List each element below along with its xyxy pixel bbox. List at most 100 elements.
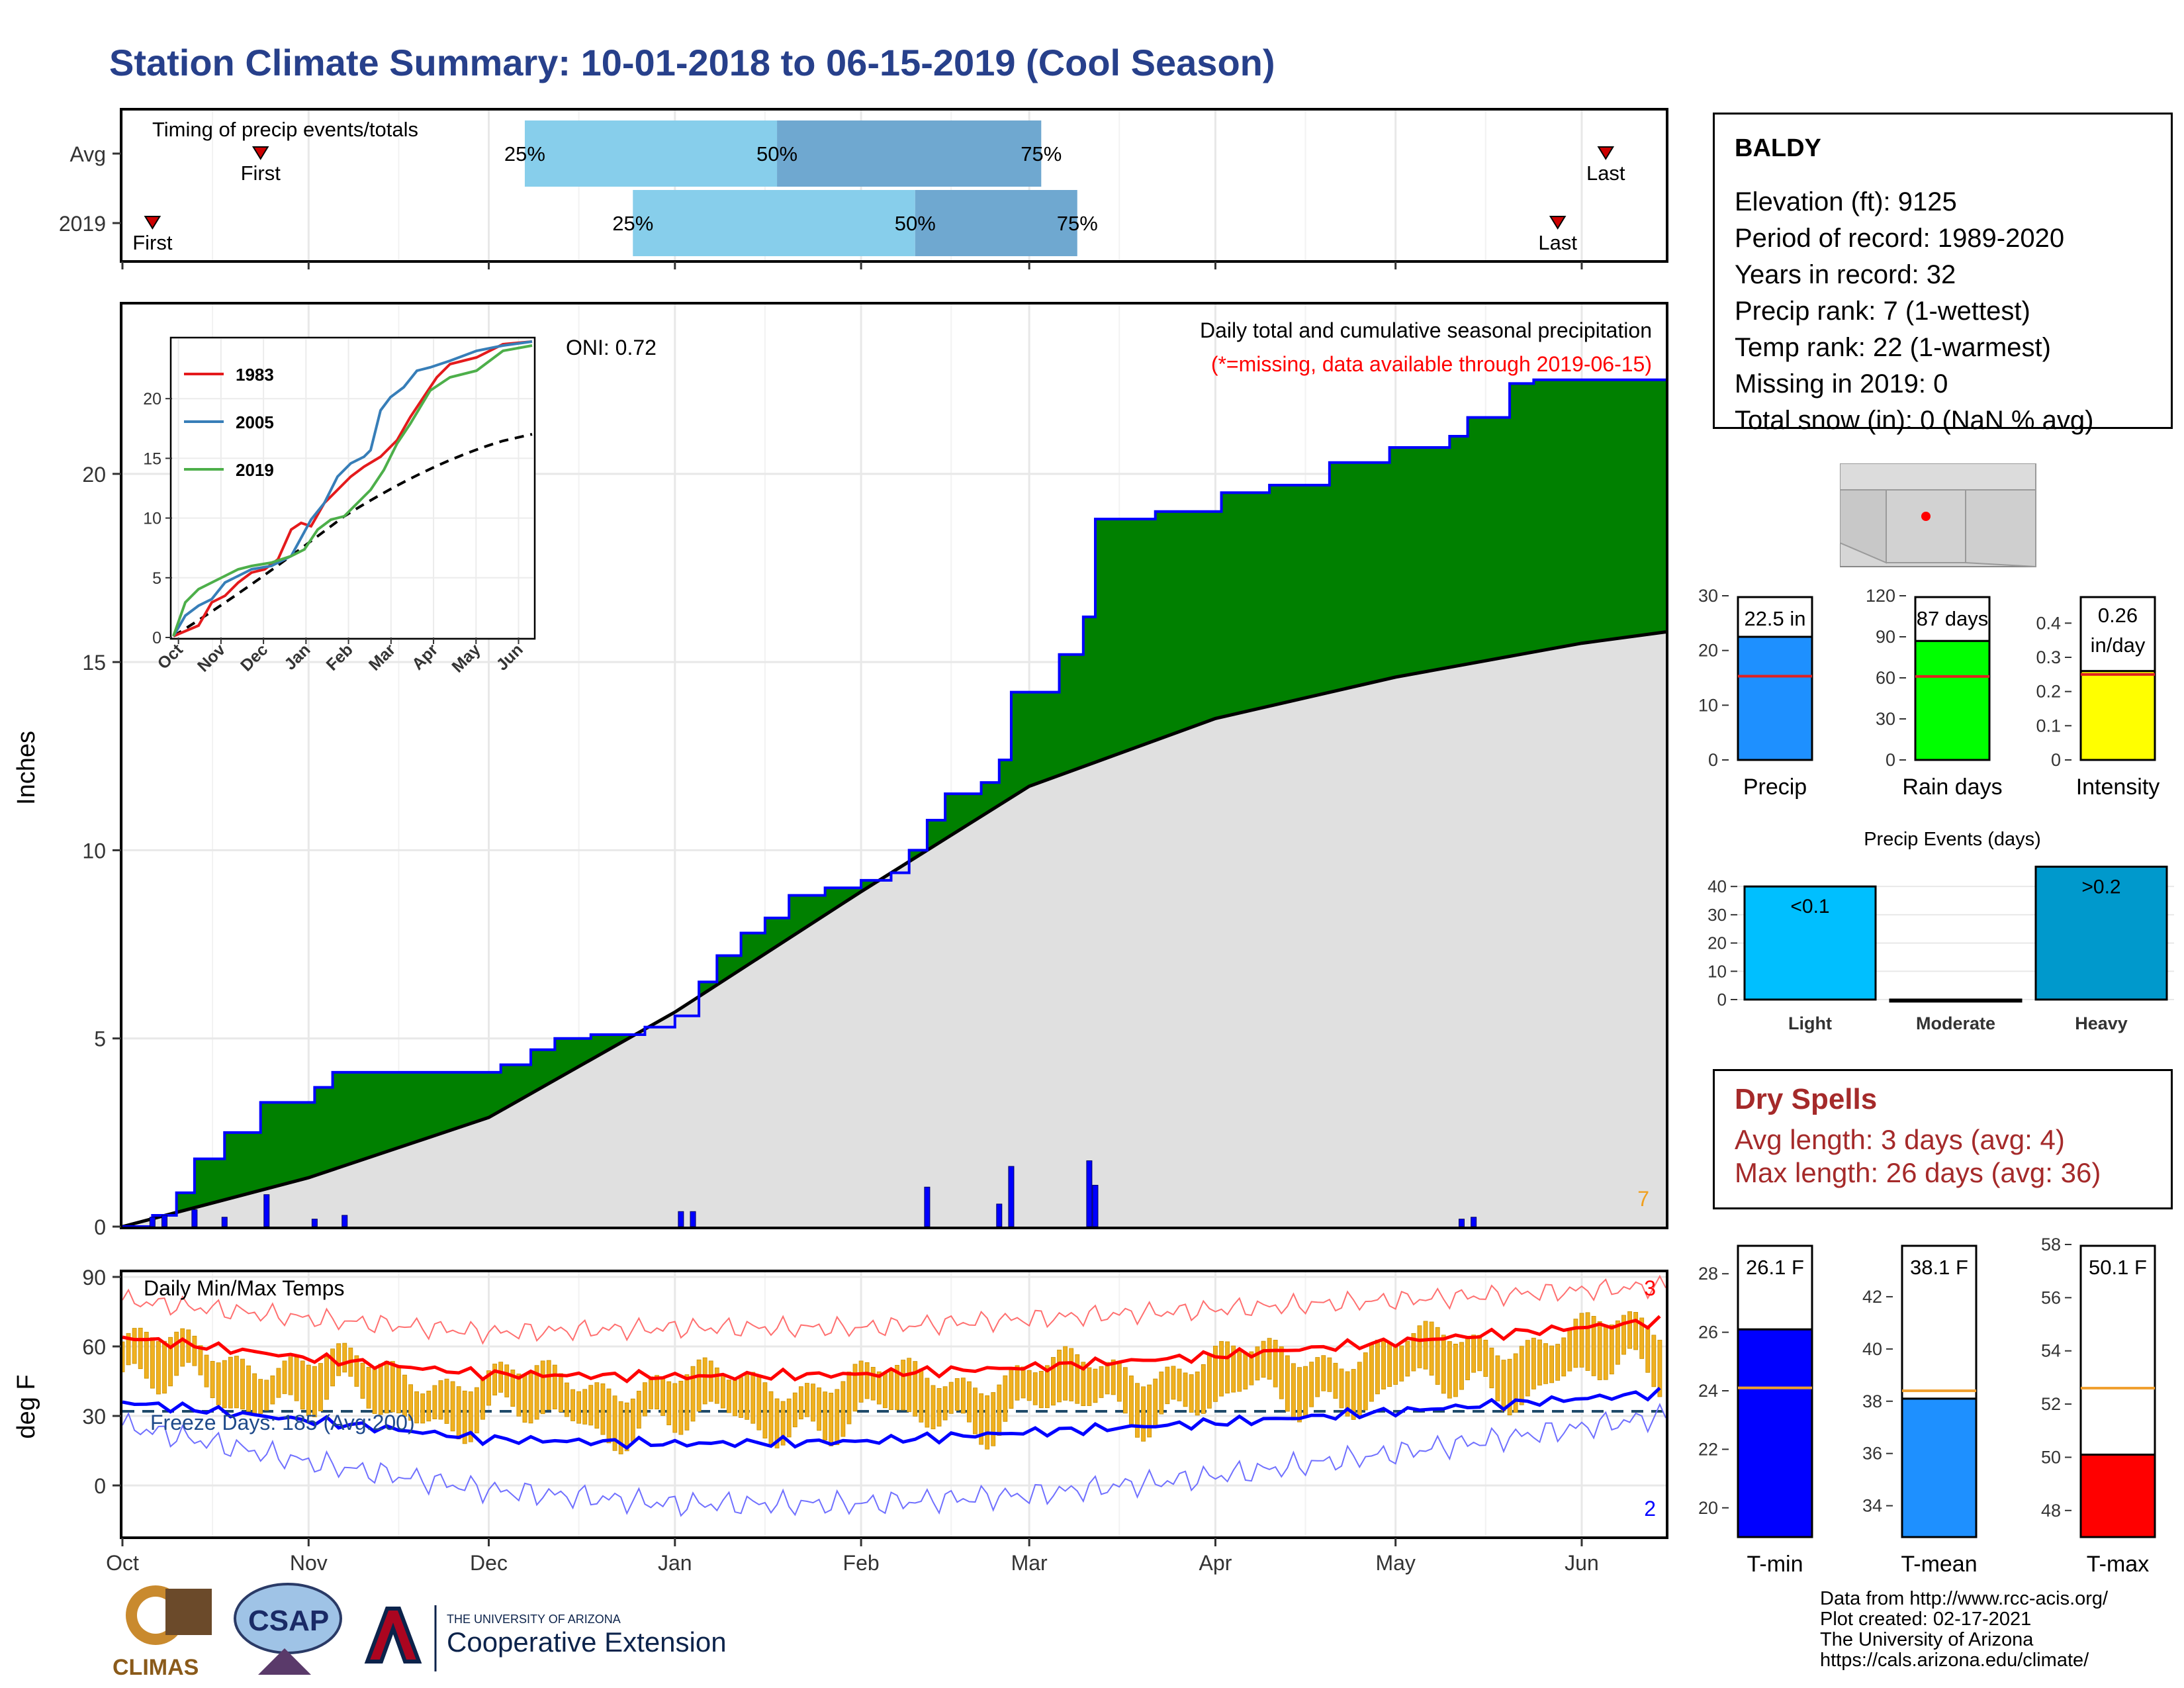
daily-temp-bar	[1537, 1339, 1542, 1385]
temp-min-y-tick-label: 26	[1698, 1323, 1718, 1342]
daily-temp-bar	[1075, 1354, 1080, 1404]
temp-x-tick-label: Feb	[843, 1551, 880, 1575]
temp-x-tick-label: Jan	[658, 1551, 692, 1575]
daily-temp-bar	[985, 1395, 990, 1450]
season-temps-chart: 20 22 24 26 28 26.1 F T-min 34 36 38 40 42 38.1 F T-m…	[1698, 1235, 2156, 1577]
daily-temp-bar	[600, 1383, 606, 1435]
daily-temp-bar	[1267, 1338, 1272, 1380]
daily-temp-bar	[1591, 1315, 1596, 1376]
inset-legend: 1983 2005 2019	[184, 365, 274, 480]
daily-temp-bar	[246, 1365, 251, 1412]
daily-temp-bar	[702, 1357, 707, 1405]
daily-temp-bar	[1507, 1358, 1512, 1416]
daily-temp-bar	[1489, 1347, 1494, 1389]
daily-temp-bar	[823, 1391, 828, 1441]
daily-temp-bar	[1255, 1346, 1260, 1381]
precip-total-value-label: 22.5 in	[1744, 607, 1805, 630]
daily-temp-bar	[450, 1381, 455, 1432]
daily-temp-bar	[1261, 1340, 1266, 1378]
temp-mean-y-tick-label: 36	[1862, 1444, 1882, 1464]
daily-temp-bar	[1585, 1312, 1590, 1371]
daily-temp-bar	[1339, 1368, 1344, 1409]
daily-temp-bar	[895, 1364, 899, 1411]
daily-temp-bar	[1615, 1320, 1620, 1365]
daily-temp-bar	[1297, 1367, 1302, 1423]
daily-temp-bar	[198, 1345, 203, 1376]
daily-temp-bar	[684, 1374, 690, 1430]
daily-temp-bar	[1015, 1365, 1020, 1401]
temp-mean-value-label: 38.1 F	[1910, 1256, 1968, 1279]
events-y-tick-label: 20	[1707, 933, 1727, 953]
daily-temp-bar	[1105, 1362, 1110, 1395]
precip-event-bar-label: <0.1	[1790, 896, 1829, 917]
temp-max-y-tick-label: 50	[2041, 1447, 2061, 1467]
credit-url: https://cals.arizona.edu/climate/	[1820, 1650, 2089, 1671]
daily-temp-bar	[1471, 1335, 1477, 1373]
daily-temp-bar	[1351, 1369, 1356, 1420]
precip-total-x-label: Precip	[1743, 774, 1807, 800]
precip-event-bar-label: >0.2	[2081, 876, 2120, 898]
daily-temp-bar	[174, 1331, 179, 1376]
daily-temp-bar	[138, 1327, 143, 1370]
daily-temp-bar	[1405, 1340, 1410, 1377]
daily-temp-bar	[1177, 1368, 1182, 1401]
credits: Data from http://www.rcc-acis.org/ Plot …	[1820, 1589, 2108, 1671]
station-info-box: BALDY Elevation (ft): 9125 Period of rec…	[1713, 113, 2173, 435]
daily-temp-bar	[1165, 1366, 1170, 1405]
timing-row-label: Avg	[69, 142, 106, 166]
average-min-line	[122, 1387, 1661, 1450]
daily-temp-bar	[1639, 1317, 1645, 1359]
temp-y-tick-label: 90	[82, 1266, 106, 1289]
daily-temp-bar	[1651, 1335, 1657, 1387]
events-y-tick-label: 40	[1707, 876, 1727, 896]
daily-temp-bar	[234, 1356, 239, 1409]
daily-temp-bar	[708, 1360, 713, 1402]
intensity-y-tick-label: 0.4	[2036, 613, 2061, 633]
timing-p75-label: 75%	[1057, 212, 1098, 235]
temp-mean-y-tick-label: 42	[1862, 1287, 1882, 1307]
daily-temp-bar	[1225, 1341, 1230, 1393]
temp-max-value-label: 50.1 F	[2089, 1256, 2147, 1279]
precip-frame	[120, 302, 1668, 1229]
inset-legend-1983: 1983	[236, 365, 274, 385]
temp-max-bar	[2079, 1453, 2156, 1538]
daily-temp-bar	[852, 1364, 858, 1412]
daily-temp-bar	[936, 1387, 942, 1427]
temp-ylabel: deg F	[13, 1374, 40, 1438]
inset-y-tick-label: 0	[152, 629, 161, 647]
daily-temp-bar	[643, 1382, 647, 1417]
daily-temp-bar	[1285, 1355, 1290, 1412]
daily-temp-bar	[1573, 1319, 1578, 1368]
temp-max-x-label: T-max	[2087, 1552, 2149, 1577]
daily-temp-bar	[606, 1388, 612, 1444]
daily-temp-bar	[1069, 1348, 1074, 1401]
daily-temp-bar	[907, 1358, 912, 1413]
precip-event-bar	[2034, 865, 2168, 1001]
record-max-line	[122, 1274, 1666, 1345]
daily-temp-bar	[408, 1384, 413, 1421]
daily-temp-bar	[1399, 1345, 1404, 1382]
daily-temp-bar	[192, 1335, 197, 1366]
timing-box-upper	[915, 190, 1077, 256]
daily-temp-bar	[516, 1374, 522, 1417]
daily-temp-bar	[168, 1336, 173, 1387]
daily-temp-bar	[270, 1375, 275, 1405]
inset-line-2005	[172, 340, 533, 637]
temp-title: Daily Min/Max Temps	[144, 1276, 344, 1300]
svg-text:Cooperative Extension: Cooperative Extension	[447, 1626, 727, 1658]
daily-temp-bar	[858, 1360, 864, 1403]
daily-temp-bar	[1483, 1340, 1488, 1377]
daily-temp-bar	[931, 1385, 936, 1430]
dry-spells-max: Max length: 26 days (avg: 36)	[1735, 1157, 2101, 1188]
temp-y-tick-label: 0	[94, 1474, 106, 1498]
station-snow: Total snow (in): 0 (NaN % avg)	[1735, 406, 2094, 435]
daily-temp-bar	[1093, 1368, 1098, 1403]
daily-temp-bar	[462, 1390, 467, 1444]
timing-p50-label: 50%	[895, 212, 936, 235]
daily-temp-bar	[240, 1358, 245, 1409]
daily-temp-bar	[901, 1360, 906, 1411]
daily-temp-bar	[1549, 1345, 1554, 1383]
timing-row-label: 2019	[59, 212, 106, 236]
daily-temp-bar	[798, 1386, 803, 1420]
